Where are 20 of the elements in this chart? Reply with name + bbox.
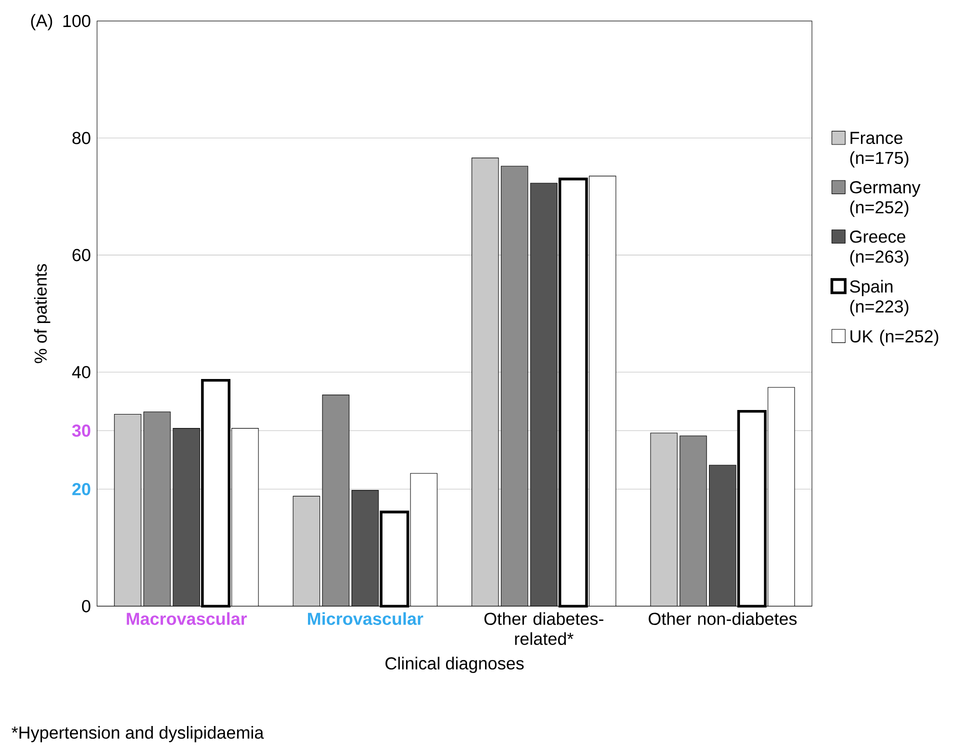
legend-label: France (n=175) xyxy=(850,132,908,168)
text: (A) xyxy=(31,14,52,30)
x-tick-label: Macrovascular xyxy=(126,612,247,625)
text: *Hypertension and dyslipidaemia xyxy=(12,726,264,742)
legend-label: Germany (n=252) xyxy=(850,181,920,217)
legend-label: UK (n=252) xyxy=(850,330,938,346)
legend-label: Greece (n=263) xyxy=(850,230,908,266)
legend-label: Spain (n=223) xyxy=(850,280,908,316)
y-tick-label: 20 xyxy=(72,482,90,496)
y-tick-label: 0 xyxy=(82,600,90,612)
x-tick-label: Other diabetes-related* xyxy=(484,612,604,645)
x-axis-title: Clinical diagnoses xyxy=(386,656,524,673)
y-axis-title: % of patients xyxy=(34,264,50,363)
y-tick-label: 30 xyxy=(72,424,90,437)
y-tick-label: 80 xyxy=(72,132,90,144)
y-tick-label: 100 xyxy=(63,14,90,28)
y-tick-label: 60 xyxy=(72,248,90,262)
x-tick-label: Other non-diabetes xyxy=(648,612,797,625)
x-tick-label: Microvascular xyxy=(308,612,424,625)
y-tick-label: 40 xyxy=(72,366,90,378)
